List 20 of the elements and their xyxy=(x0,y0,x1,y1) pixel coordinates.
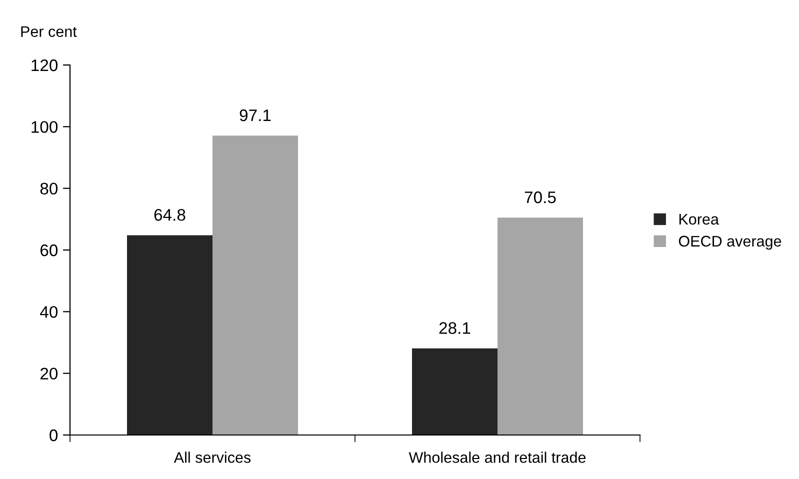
data-label: 70.5 xyxy=(524,191,556,204)
data-label: 97.1 xyxy=(240,109,271,122)
y-tick-label: 40 xyxy=(40,306,58,318)
y-tick-label: 120 xyxy=(32,59,58,72)
x-tick-label: All services xyxy=(174,452,251,463)
data-label: 28.1 xyxy=(439,322,470,334)
y-tick-label: 60 xyxy=(40,244,58,256)
bar xyxy=(498,218,583,435)
y-tick-label: 0 xyxy=(50,429,58,442)
legend-label: OECD average xyxy=(678,236,782,250)
data-label: 64.8 xyxy=(154,208,186,221)
y-tick-label: 80 xyxy=(40,182,58,195)
y-tick-label: 20 xyxy=(40,368,58,380)
y-axis-title: Per cent xyxy=(21,26,77,37)
bar xyxy=(412,348,498,435)
x-tick-label: Wholesale and retail trade xyxy=(408,452,586,463)
y-tick-label: 100 xyxy=(32,121,58,133)
bar xyxy=(212,136,298,435)
legend-label: Korea xyxy=(679,214,719,225)
bar xyxy=(127,235,212,435)
